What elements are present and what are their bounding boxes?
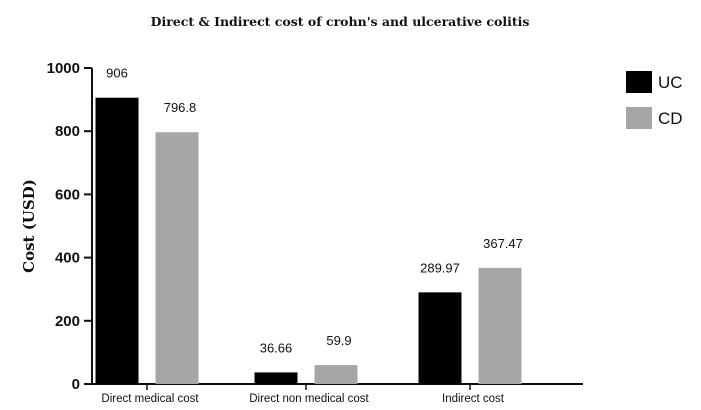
chart-title: Direct & Indirect cost of crohn's and ul…: [151, 14, 530, 29]
bar-uc: [254, 372, 298, 384]
bar-uc: [95, 97, 139, 384]
bar-cd: [314, 365, 358, 384]
y-tick-label: 1000: [47, 60, 80, 77]
x-category-label: Indirect cost: [442, 393, 505, 405]
data-label: 367.47: [483, 236, 523, 251]
legend-swatch-cd: [626, 107, 652, 129]
plot-area: 0 200 400 600 800 1000 Direct medical cost 906 7…: [47, 60, 583, 405]
legend-swatch-uc: [626, 71, 652, 93]
y-tick-label: 200: [55, 313, 80, 330]
data-label: 36.66: [260, 340, 293, 355]
y-tick-label: 400: [55, 250, 80, 267]
bar-cd: [478, 267, 522, 384]
bar-uc: [418, 292, 462, 384]
y-tick-label: 600: [55, 186, 80, 203]
y-tick-label: 0: [72, 376, 80, 393]
x-category-label: Direct non medical cost: [249, 393, 369, 405]
data-label: 796.8: [164, 100, 197, 115]
data-label: 59.9: [326, 333, 351, 348]
y-axis-label: Cost (USD): [20, 179, 38, 273]
x-category-label: Direct medical cost: [101, 393, 199, 405]
bar-cd: [155, 132, 199, 384]
data-label: 289.97: [420, 260, 460, 275]
legend: UC CD: [626, 71, 683, 129]
legend-label-cd: CD: [658, 109, 683, 128]
y-tick-label: 800: [55, 123, 80, 140]
data-label: 906: [106, 66, 128, 81]
legend-label-uc: UC: [658, 73, 683, 92]
